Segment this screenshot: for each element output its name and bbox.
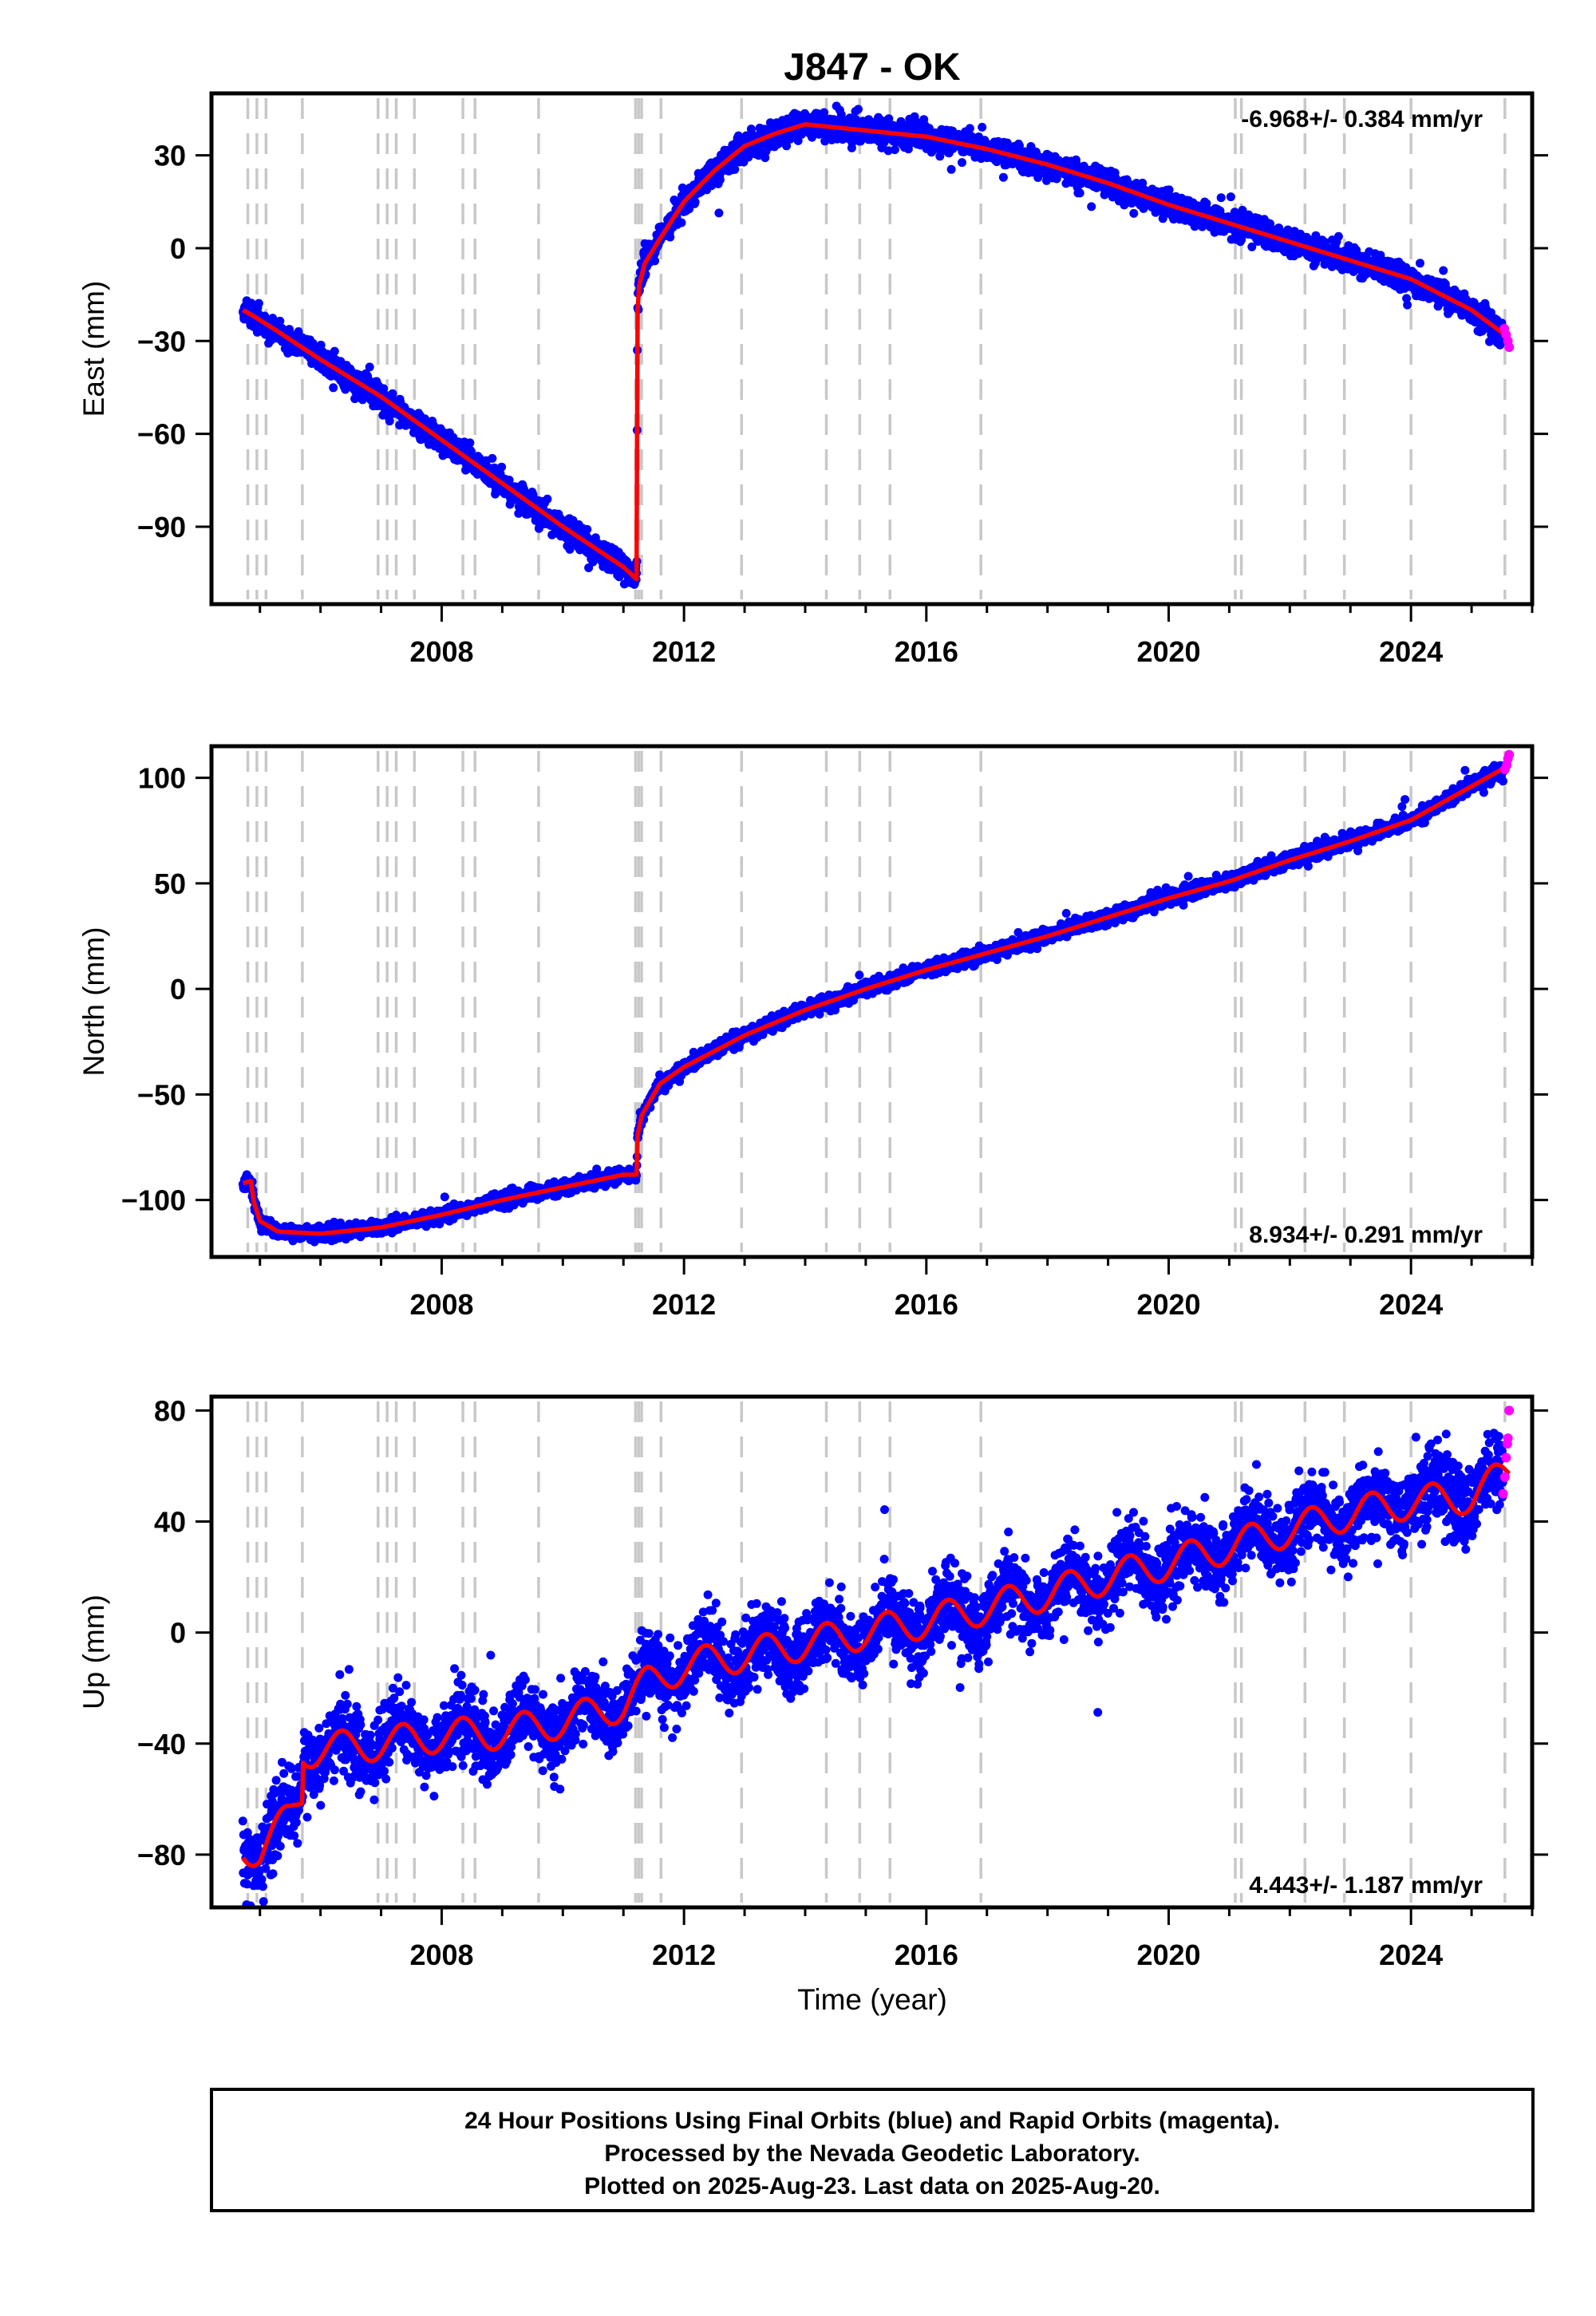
- data-point: [978, 122, 987, 132]
- data-point: [890, 145, 899, 155]
- y-tick-label: −60: [137, 418, 186, 451]
- y-tick-label: 30: [154, 140, 186, 172]
- x-tick-label: 2012: [652, 635, 716, 668]
- data-point: [504, 476, 514, 484]
- x-tick-label: 2020: [1136, 635, 1200, 668]
- y-tick-label: 0: [170, 232, 186, 265]
- data-point: [1333, 231, 1343, 241]
- velocity-label: -6.968+/- 0.384 mm/yr: [1241, 106, 1483, 132]
- data-point: [714, 208, 724, 218]
- y-tick-label: −30: [137, 325, 186, 358]
- data-point: [946, 164, 956, 174]
- data-point: [254, 298, 263, 308]
- data-point: [543, 494, 552, 504]
- data-point: [1087, 202, 1096, 211]
- rapid-data-point: [1504, 342, 1515, 353]
- data-point: [854, 105, 863, 114]
- data-point: [565, 544, 575, 554]
- data-point: [497, 462, 507, 472]
- data-point: [666, 232, 675, 242]
- data-point: [1416, 259, 1424, 268]
- data-point: [1403, 300, 1412, 310]
- data-point: [275, 316, 285, 326]
- data-point: [1164, 185, 1174, 195]
- x-tick-label: 2008: [409, 635, 473, 668]
- data-point: [1129, 208, 1139, 218]
- data-point: [1216, 193, 1226, 203]
- data-point: [690, 197, 700, 207]
- data-point: [1237, 235, 1246, 244]
- x-tick-label: 2016: [895, 635, 958, 668]
- y-axis-label: East (mm): [77, 281, 110, 417]
- data-point: [1075, 188, 1084, 198]
- data-point: [465, 438, 475, 448]
- data-point: [488, 453, 497, 463]
- x-tick-label: 2024: [1379, 635, 1443, 668]
- data-point: [385, 417, 394, 426]
- data-point: [583, 524, 592, 534]
- data-point: [365, 362, 374, 372]
- data-point: [677, 218, 686, 227]
- data-point: [965, 124, 974, 133]
- data-point: [1439, 266, 1448, 275]
- data-point: [958, 158, 966, 168]
- data-point: [715, 175, 725, 184]
- east-panel: 2008 2012 2016 2020 2024 −90 −60 −30 0 30 East (mm…: [77, 91, 1548, 668]
- data-point: [1226, 192, 1235, 202]
- chart-title: J847 - OK: [784, 46, 961, 89]
- y-tick-label: −90: [137, 511, 186, 543]
- data-point: [330, 346, 339, 356]
- data-point: [329, 383, 338, 393]
- event-lines: [246, 98, 1507, 599]
- data-point: [440, 1192, 449, 1202]
- data-point: [730, 164, 740, 174]
- data-point: [650, 256, 660, 266]
- data-point: [998, 172, 1008, 182]
